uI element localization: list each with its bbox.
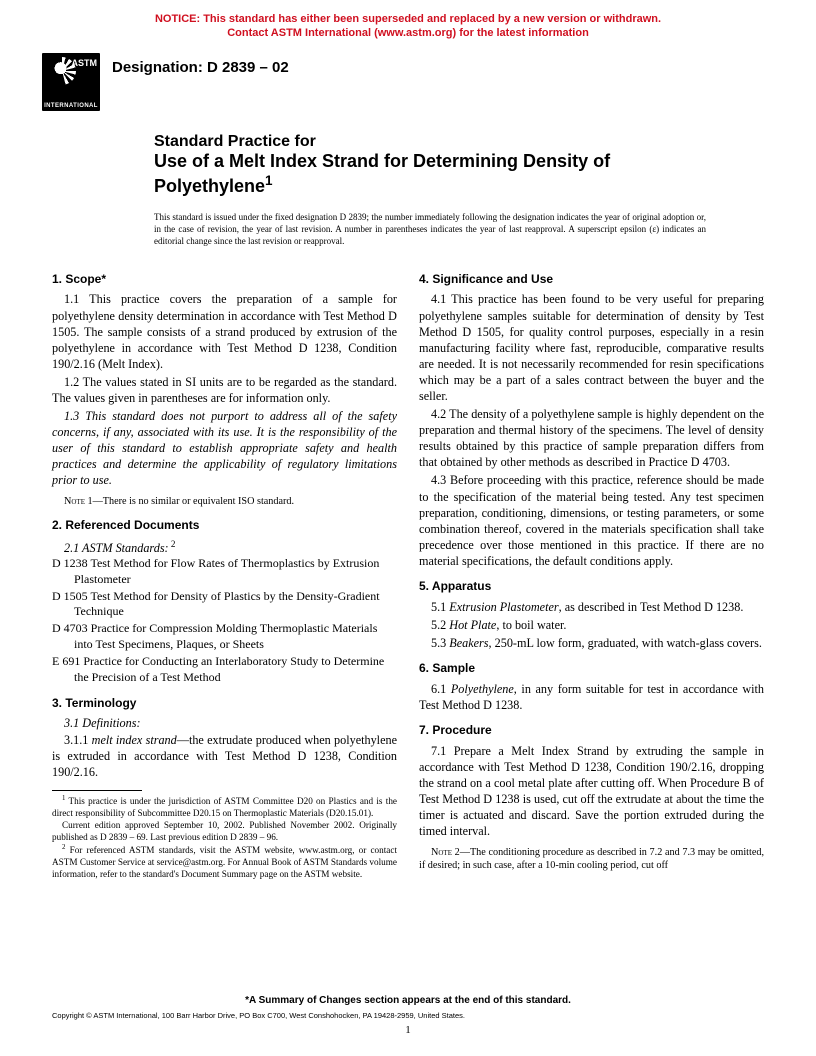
footnote-2: 2 For referenced ASTM standards, visit t… (52, 844, 397, 881)
ref-d4703: D 4703 Practice for Compression Molding … (52, 621, 397, 653)
sec2-head: 2. Referenced Documents (52, 518, 397, 534)
note1-text: There is no similar or equivalent ISO st… (103, 496, 294, 507)
title-block: Standard Practice for Use of a Melt Inde… (154, 133, 714, 198)
note2-label: Note 2— (431, 847, 470, 858)
copyright: Copyright © ASTM International, 100 Barr… (52, 1011, 465, 1020)
logo-text-top: ASTM (72, 58, 98, 68)
note-1: Note 1—There is no similar or equivalent… (52, 495, 397, 508)
footer-summary: *A Summary of Changes section appears at… (0, 995, 816, 1006)
sec1-p2: 1.2 The values stated in SI units are to… (52, 374, 397, 406)
sec1-head: 1. Scope* (52, 272, 397, 288)
sec7-p1: 7.1 Prepare a Melt Index Strand by extru… (419, 743, 764, 840)
sec2-footnote-ref: 2 (169, 539, 176, 549)
sec3-p1: 3.1 Definitions: (52, 715, 397, 731)
title-prefix: Standard Practice for (154, 133, 714, 151)
header: ASTM INTERNATIONAL Designation: D 2839 –… (0, 47, 816, 111)
ref-e691: E 691 Practice for Conducting an Interla… (52, 654, 397, 686)
sec3-head: 3. Terminology (52, 696, 397, 712)
sec5-head: 5. Apparatus (419, 579, 764, 595)
sec5-p2: 5.2 Hot Plate, to boil water. (419, 617, 764, 633)
sec2-sub: 2.1 ASTM Standards: 2 (52, 538, 397, 556)
footnote-1b: Current edition approved September 10, 2… (52, 820, 397, 844)
body-columns: 1. Scope* 1.1 This practice covers the p… (0, 248, 816, 881)
note-2: Note 2—The conditioning procedure as des… (419, 846, 764, 873)
designation: Designation: D 2839 – 02 (112, 59, 289, 76)
sec6-head: 6. Sample (419, 661, 764, 677)
ref-d1505: D 1505 Test Method for Density of Plasti… (52, 589, 397, 621)
sec4-head: 4. Significance and Use (419, 272, 764, 288)
column-right: 4. Significance and Use 4.1 This practic… (419, 272, 764, 881)
astm-logo: ASTM INTERNATIONAL (42, 53, 100, 111)
ref-d1238: D 1238 Test Method for Flow Rates of The… (52, 556, 397, 588)
title-footnote-ref: 1 (265, 173, 273, 188)
supersession-notice: NOTICE: This standard has either been su… (0, 0, 816, 47)
notice-line1: NOTICE: This standard has either been su… (155, 13, 661, 25)
logo-text-bottom: INTERNATIONAL (44, 103, 98, 109)
sec5-p3: 5.3 Beakers, 250-mL low form, graduated,… (419, 635, 764, 651)
title-line1: Use of a Melt Index Strand for Determini… (154, 151, 610, 171)
sec4-p3: 4.3 Before proceeding with this practice… (419, 472, 764, 569)
issuance-note: This standard is issued under the fixed … (154, 211, 706, 247)
footnote-rule (52, 790, 142, 791)
sec7-head: 7. Procedure (419, 723, 764, 739)
column-left: 1. Scope* 1.1 This practice covers the p… (52, 272, 397, 881)
sec5-p1: 5.1 Extrusion Plastometer, as described … (419, 599, 764, 615)
note2-text: The conditioning procedure as described … (419, 847, 764, 871)
page-number: 1 (0, 1024, 816, 1036)
sec3-p2: 3.1.1 melt index strand—the extrudate pr… (52, 732, 397, 780)
footnote-1: 1 This practice is under the jurisdictio… (52, 795, 397, 820)
sec1-p1: 1.1 This practice covers the preparation… (52, 291, 397, 371)
sec4-p1: 4.1 This practice has been found to be v… (419, 291, 764, 404)
sec4-p2: 4.2 The density of a polyethylene sample… (419, 406, 764, 470)
title-line2: Polyethylene (154, 176, 265, 196)
sec1-p3: 1.3 This standard does not purport to ad… (52, 408, 397, 488)
notice-line2: Contact ASTM International (www.astm.org… (227, 27, 589, 39)
sec6-p1: 6.1 Polyethylene, in any form suitable f… (419, 681, 764, 713)
title-main: Use of a Melt Index Strand for Determini… (154, 151, 714, 197)
note1-label: Note 1— (64, 496, 103, 507)
